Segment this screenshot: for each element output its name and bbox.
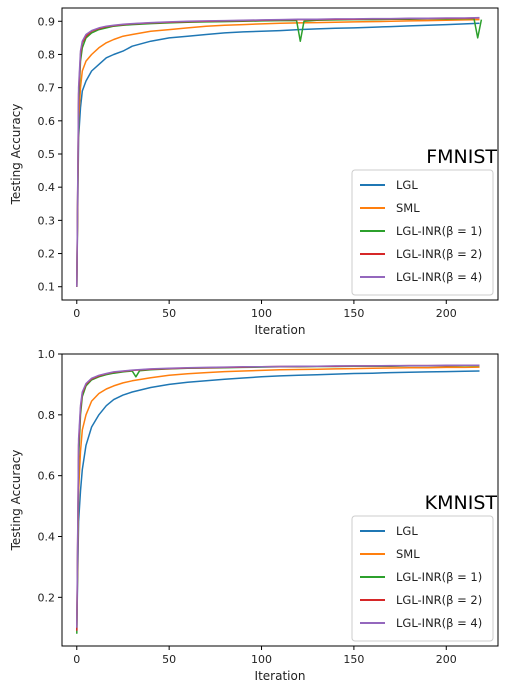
legend-entry: SML <box>396 547 420 561</box>
legend <box>351 515 494 642</box>
legend-entry: LGL <box>396 524 418 538</box>
y-axis-label: Testing Accuracy <box>9 450 23 552</box>
plot-frame <box>61 353 499 647</box>
kmnist-chart: 0 50 100 150 200 0.2 0.4 0.6 0.8 1.0 Iteration Test… <box>9 348 499 683</box>
y-tick-label: 0.1 <box>38 281 56 294</box>
series-line-sml <box>76 18 480 287</box>
series-line-sml <box>76 366 480 628</box>
x-tick-label: 0 <box>73 653 80 666</box>
x-axis-label: Iteration <box>255 669 306 683</box>
x-tick-label: 200 <box>436 653 457 666</box>
series-group <box>76 16 483 287</box>
dataset-label: KMNIST <box>425 492 498 514</box>
series-group <box>76 364 480 634</box>
y-tick-label: 0.3 <box>38 214 56 227</box>
y-tick-label: 1.0 <box>38 348 56 361</box>
legend <box>351 169 494 296</box>
fmnist-chart: 0 50 100 150 200 0.1 0.2 0.3 0.4 0.5 0.6 0.7 0.8 0.9 I… <box>9 7 499 337</box>
legend-entry: LGL-INR(β = 2) <box>396 593 482 607</box>
legend-entry: LGL-INR(β = 4) <box>396 616 482 630</box>
y-tick-label: 0.8 <box>38 48 56 61</box>
x-tick-label: 50 <box>162 653 176 666</box>
y-tick-label: 0.8 <box>38 409 56 422</box>
legend-entry: LGL <box>396 178 418 192</box>
series-line-inr4 <box>76 16 480 287</box>
legend-entry: SML <box>396 201 420 215</box>
y-tick-label: 0.5 <box>38 148 56 161</box>
legend-entry: LGL-INR(β = 4) <box>396 270 482 284</box>
dataset-label: FMNIST <box>426 146 497 168</box>
x-axis-label: Iteration <box>255 323 306 337</box>
y-tick-label: 0.6 <box>38 470 56 483</box>
x-tick-label: 0 <box>73 307 80 320</box>
x-tick-label: 100 <box>251 653 272 666</box>
legend-entry: LGL-INR(β = 1) <box>396 570 482 584</box>
x-tick-label: 200 <box>436 307 457 320</box>
x-tick-label: 150 <box>343 307 364 320</box>
y-tick-label: 0.6 <box>38 115 56 128</box>
series-line-inr4 <box>76 364 480 628</box>
y-tick-label: 0.4 <box>38 531 56 544</box>
x-tick-label: 150 <box>343 653 364 666</box>
series-line-lgl <box>76 22 480 287</box>
legend-entry: LGL-INR(β = 1) <box>396 224 482 238</box>
x-tick-label: 50 <box>162 307 176 320</box>
legend-entry: LGL-INR(β = 2) <box>396 247 482 261</box>
y-tick-label: 0.2 <box>38 248 56 261</box>
y-tick-label: 0.4 <box>38 181 56 194</box>
x-tick-label: 100 <box>251 307 272 320</box>
y-axis-label: Testing Accuracy <box>9 104 23 206</box>
y-tick-label: 0.2 <box>38 591 56 604</box>
y-tick-label: 0.7 <box>38 82 56 95</box>
y-tick-label: 0.9 <box>38 15 56 28</box>
series-line-lgl <box>76 370 480 628</box>
